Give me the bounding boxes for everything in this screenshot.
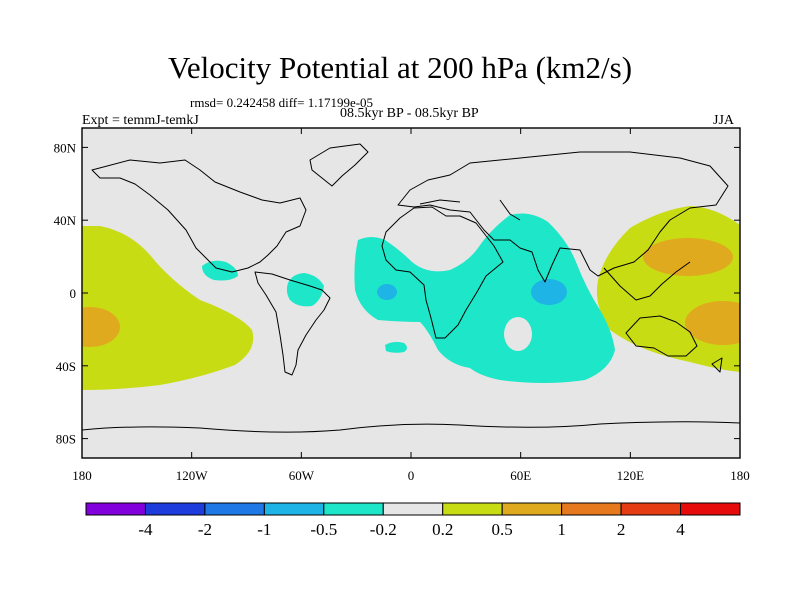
- region-central-america-negative: [202, 260, 238, 281]
- colorbar-label: 0.2: [432, 520, 453, 539]
- colorbar-label: -0.2: [370, 520, 397, 539]
- y-tick-label: 80S: [56, 432, 76, 447]
- colorbar-label: -2: [198, 520, 212, 539]
- region-west-pacific-core-north: [643, 238, 733, 276]
- region-atlantic-core: [377, 284, 397, 300]
- colorbar-swatch: [85, 502, 146, 516]
- colorbar-swatch: [680, 502, 741, 516]
- colorbar: -4 -2 -1 -0.5 -0.2 0.2 0.5 1 2 4: [85, 502, 741, 539]
- region-central-pacific-positive: [82, 226, 254, 390]
- x-tick-label: 120W: [176, 468, 209, 483]
- colorbar-label: 4: [676, 520, 685, 539]
- colorbar-swatch: [204, 502, 265, 516]
- colorbar-label: 2: [617, 520, 626, 539]
- x-tick-label: 0: [408, 468, 415, 483]
- y-tick-label: 40S: [56, 359, 76, 374]
- x-tick-label: 60W: [289, 468, 315, 483]
- colorbar-swatch: [263, 502, 325, 516]
- colorbar-swatch: [620, 502, 682, 516]
- colorbar-swatch: [382, 502, 444, 516]
- colorbar-swatch: [323, 502, 384, 516]
- map-plot-area: [82, 128, 740, 458]
- colorbar-swatch: [144, 502, 206, 516]
- colorbar-label: 0.5: [492, 520, 513, 539]
- y-tick-label: 0: [70, 286, 77, 301]
- coastlines: [82, 143, 740, 433]
- period-label: 08.5kyr BP - 08.5kyr BP: [340, 106, 479, 121]
- region-madagascar-gap: [504, 317, 532, 351]
- region-central-pacific-core: [82, 307, 120, 347]
- colorbar-swatch: [561, 502, 622, 516]
- axis-ticks: 180 120W 60W 0 60E 120E 180 80N 40N 0 40S 80S: [54, 128, 750, 483]
- region-india-core: [531, 279, 567, 305]
- chart-title: Velocity Potential at 200 hPa (km2/s): [167, 50, 633, 85]
- x-tick-label: 180: [730, 468, 750, 483]
- region-west-pacific-core-south: [685, 301, 740, 345]
- colorbar-label: -0.5: [310, 520, 337, 539]
- region-south-atlantic-negative: [385, 341, 407, 353]
- experiment-label: Expt = temmJ-temkJ: [82, 113, 199, 128]
- region-africa-indian-negative: [354, 213, 615, 383]
- colorbar-swatch: [442, 502, 503, 516]
- stats-label: rmsd= 0.242458 diff= 1.17199e-05: [190, 95, 374, 110]
- colorbar-swatch: [501, 502, 563, 516]
- y-tick-label: 80N: [54, 140, 77, 155]
- y-tick-label: 40N: [54, 213, 77, 228]
- colorbar-label: -4: [138, 520, 153, 539]
- x-tick-label: 120E: [617, 468, 645, 483]
- x-tick-label: 60E: [510, 468, 531, 483]
- season-label: JJA: [713, 113, 735, 128]
- colorbar-label: 1: [557, 520, 566, 539]
- colorbar-label: -1: [257, 520, 271, 539]
- x-tick-label: 180: [72, 468, 92, 483]
